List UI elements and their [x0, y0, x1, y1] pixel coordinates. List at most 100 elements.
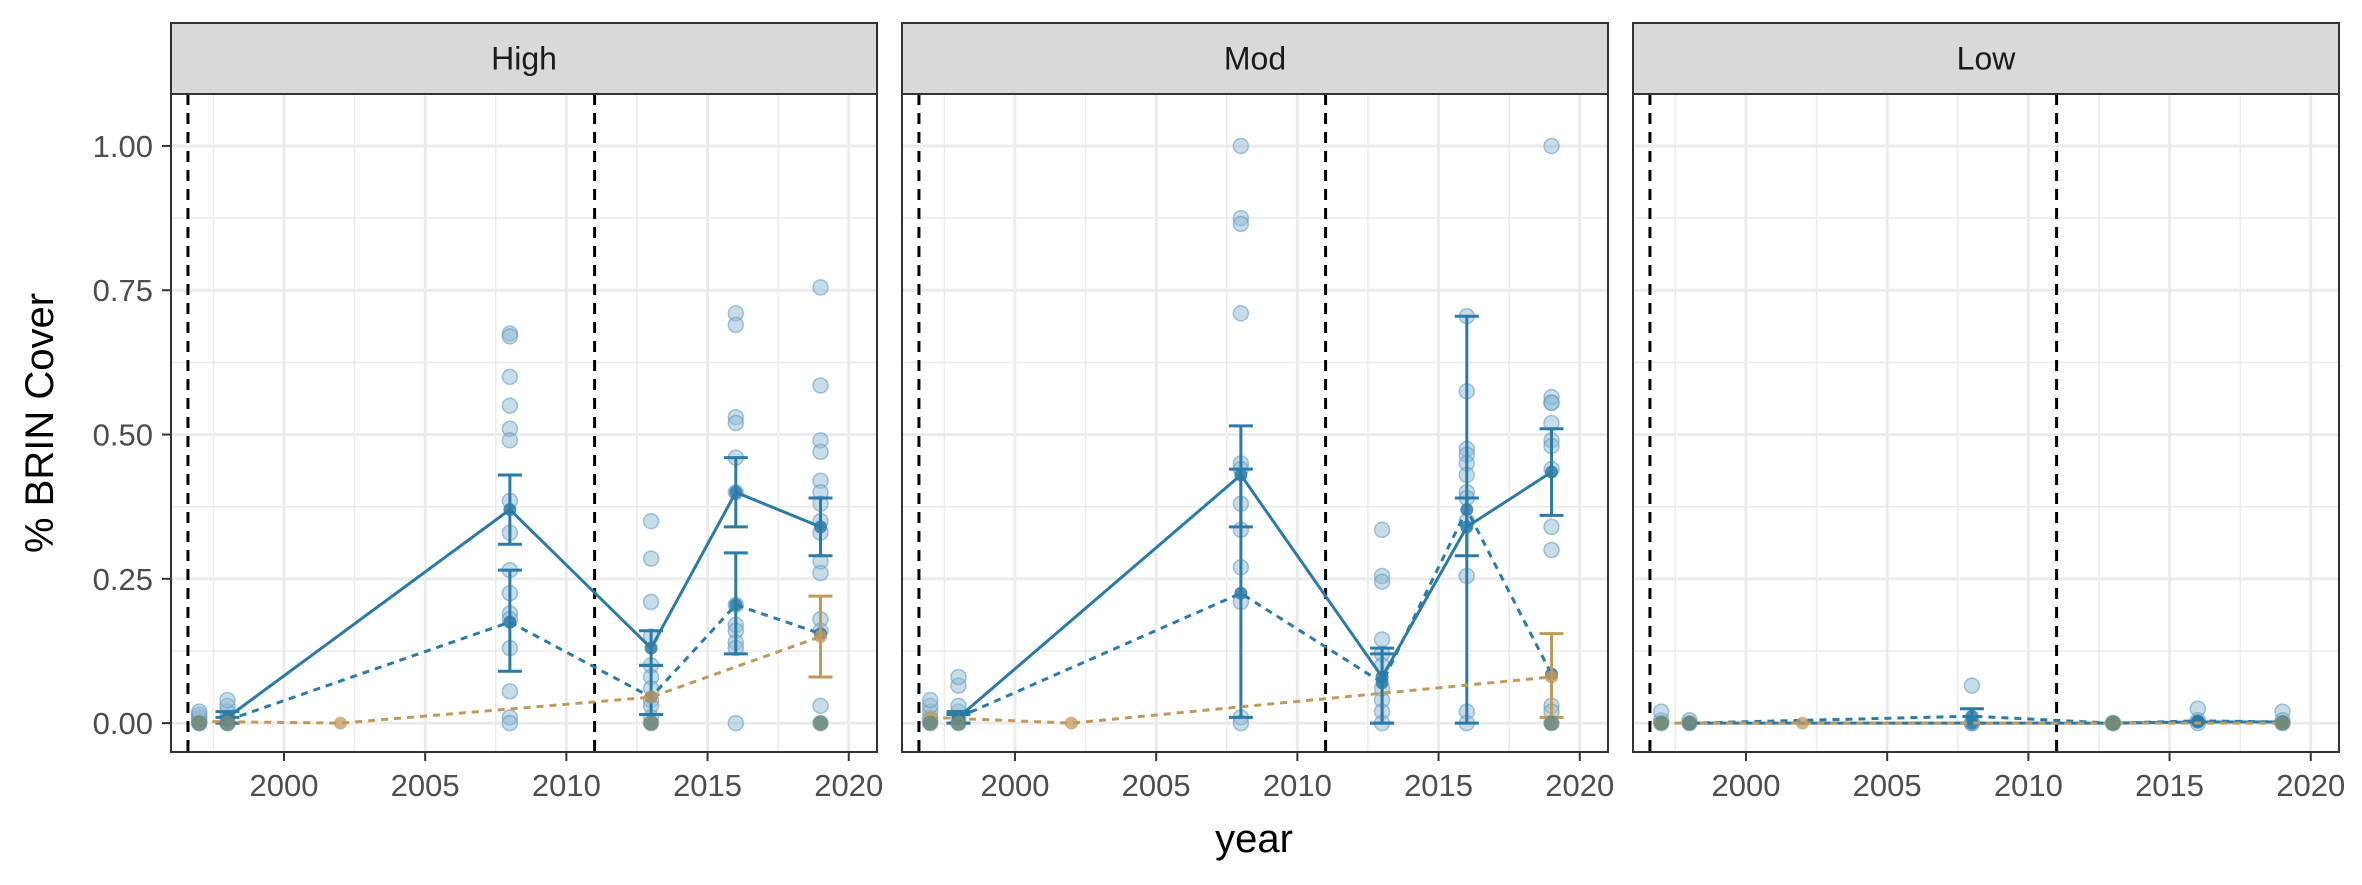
- y-tick-label: 0.25: [93, 562, 153, 597]
- overlap-point: [191, 715, 207, 731]
- data-point: [1373, 631, 1391, 648]
- overlap-point: [1681, 715, 1697, 731]
- series-line-blue-dashed: [957, 506, 1553, 719]
- data-point: [1543, 137, 1560, 155]
- overlap-point: [1544, 715, 1560, 731]
- series-point: [729, 598, 743, 612]
- data-point: [1543, 541, 1560, 559]
- data-point: [501, 397, 519, 414]
- x-tick-label: 2010: [1994, 768, 2063, 803]
- x-tick-label: 2000: [1711, 768, 1780, 803]
- x-tick-label: 2010: [532, 768, 601, 803]
- facet-panels: 0.00 0.25 0.50 0.75 1.00 High 2000 2005 2010 2015…: [93, 22, 2345, 803]
- panel-background: [902, 94, 1608, 752]
- panel-high: High 2000 2005 2010 2015 2020: [170, 22, 883, 803]
- facet-strip-label: High: [491, 41, 557, 77]
- x-tick-label: 2015: [2135, 768, 2204, 803]
- data-point: [727, 316, 745, 334]
- y-tick-label: 0.50: [93, 418, 153, 453]
- x-tick-label: 2015: [673, 768, 742, 803]
- data-point: [1232, 305, 1250, 322]
- overlap-point: [2275, 715, 2291, 731]
- data-point: [727, 414, 745, 432]
- x-tick-label: 2020: [1545, 768, 1614, 803]
- series-point: [503, 615, 517, 629]
- overlap-point: [813, 715, 829, 731]
- data-point: [812, 697, 829, 715]
- data-point: [812, 443, 829, 461]
- series-point: [1375, 676, 1389, 690]
- series-point: [644, 641, 658, 655]
- overlap-point: [219, 715, 235, 731]
- x-tick-label: 2000: [249, 768, 318, 803]
- data-point: [501, 368, 519, 386]
- data-point: [812, 377, 829, 394]
- data-point: [642, 593, 660, 611]
- series-line-blue-dashed: [1689, 714, 2283, 725]
- x-axis-title: year: [1215, 817, 1293, 861]
- x-tick-label: 2005: [1853, 768, 1922, 803]
- series-line-tan-dashed: [199, 635, 822, 725]
- data-point: [1232, 137, 1250, 155]
- series-point: [814, 520, 828, 534]
- data-point: [1543, 518, 1560, 536]
- data-point: [727, 714, 745, 732]
- facet-strip: [170, 22, 878, 95]
- x-tick-label: 2005: [391, 768, 460, 803]
- series-point: [333, 716, 347, 730]
- overlap-point: [2105, 715, 2121, 731]
- panel-border: [1632, 93, 2340, 753]
- data-point: [812, 279, 829, 296]
- panel-low: Low 2000 2005 2010 2015 2020: [1632, 22, 2345, 803]
- series-point: [1795, 716, 1809, 730]
- data-point: [501, 714, 519, 732]
- facet-strip: [901, 22, 1609, 95]
- data-point: [219, 691, 236, 709]
- series-point: [644, 690, 658, 704]
- x-tick-label: 2020: [814, 768, 883, 803]
- series-point: [814, 630, 828, 644]
- x-tick-label: 2005: [1122, 768, 1191, 803]
- facet-strip-label: Low: [1957, 41, 2017, 77]
- y-tick-label: 0.00: [93, 706, 153, 741]
- data-point: [642, 512, 660, 530]
- overlap-point: [643, 715, 659, 731]
- data-point: [1543, 394, 1560, 412]
- y-tick-label: 0.75: [93, 273, 153, 308]
- x-tick-label: 2020: [2276, 768, 2345, 803]
- series-point: [1064, 716, 1078, 730]
- series-point: [2191, 714, 2205, 728]
- data-point: [642, 550, 660, 567]
- x-tick-label: 2015: [1404, 768, 1473, 803]
- y-axis-title: % BRIN Cover: [18, 293, 62, 553]
- series-point: [1965, 709, 1979, 723]
- overlap-point: [950, 715, 966, 731]
- data-point: [1963, 677, 1981, 694]
- facet-strip: [1632, 22, 2340, 95]
- data-point: [1232, 215, 1250, 233]
- panel-background: [1633, 94, 2339, 752]
- x-tick-label: 2000: [980, 768, 1049, 803]
- x-tick-label: 2010: [1263, 768, 1332, 803]
- series-point: [1545, 670, 1559, 684]
- data-point: [501, 328, 519, 345]
- series-point: [1460, 503, 1474, 517]
- series-point: [729, 485, 743, 499]
- panel-border: [170, 93, 878, 753]
- data-point: [812, 564, 829, 582]
- panel-border: [901, 93, 1609, 753]
- data-point: [1373, 573, 1391, 590]
- data-point: [501, 432, 519, 449]
- data-point: [950, 668, 967, 686]
- data-point: [921, 691, 939, 709]
- series-point: [1545, 465, 1559, 479]
- facet-strip-label: Mod: [1224, 41, 1286, 77]
- panel-background: [171, 94, 877, 752]
- data-point: [501, 683, 519, 700]
- series-point: [503, 503, 517, 517]
- panel-mod: Mod 2000 2005 2010 2015 2020: [901, 22, 1614, 803]
- overlap-point: [1653, 715, 1669, 731]
- y-tick-label: 1.00: [93, 129, 153, 164]
- overlap-point: [922, 715, 938, 731]
